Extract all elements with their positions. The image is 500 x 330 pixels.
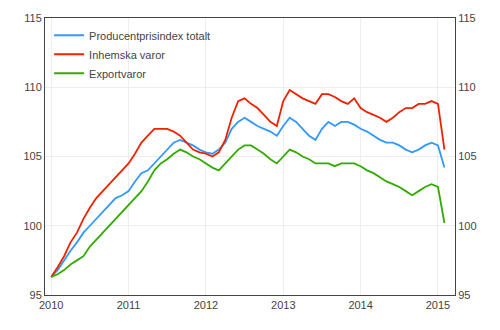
svg-text:2015: 2015 [426,299,450,311]
svg-text:100: 100 [458,220,476,232]
svg-text:2014: 2014 [348,299,372,311]
svg-text:105: 105 [458,150,476,162]
svg-text:110: 110 [458,81,476,93]
svg-text:115: 115 [24,12,42,24]
svg-text:Producentprisindex totalt: Producentprisindex totalt [89,30,210,42]
svg-text:2013: 2013 [271,299,295,311]
svg-text:95: 95 [30,289,42,301]
svg-text:105: 105 [23,150,41,162]
svg-text:95: 95 [458,289,470,301]
svg-text:2011: 2011 [117,299,141,311]
svg-text:2012: 2012 [194,299,218,311]
svg-text:110: 110 [24,81,42,93]
svg-text:Exportvaror: Exportvaror [89,68,146,80]
svg-text:Inhemska varor: Inhemska varor [89,49,165,61]
svg-text:100: 100 [23,220,41,232]
svg-text:2010: 2010 [39,299,63,311]
svg-text:115: 115 [458,12,476,24]
